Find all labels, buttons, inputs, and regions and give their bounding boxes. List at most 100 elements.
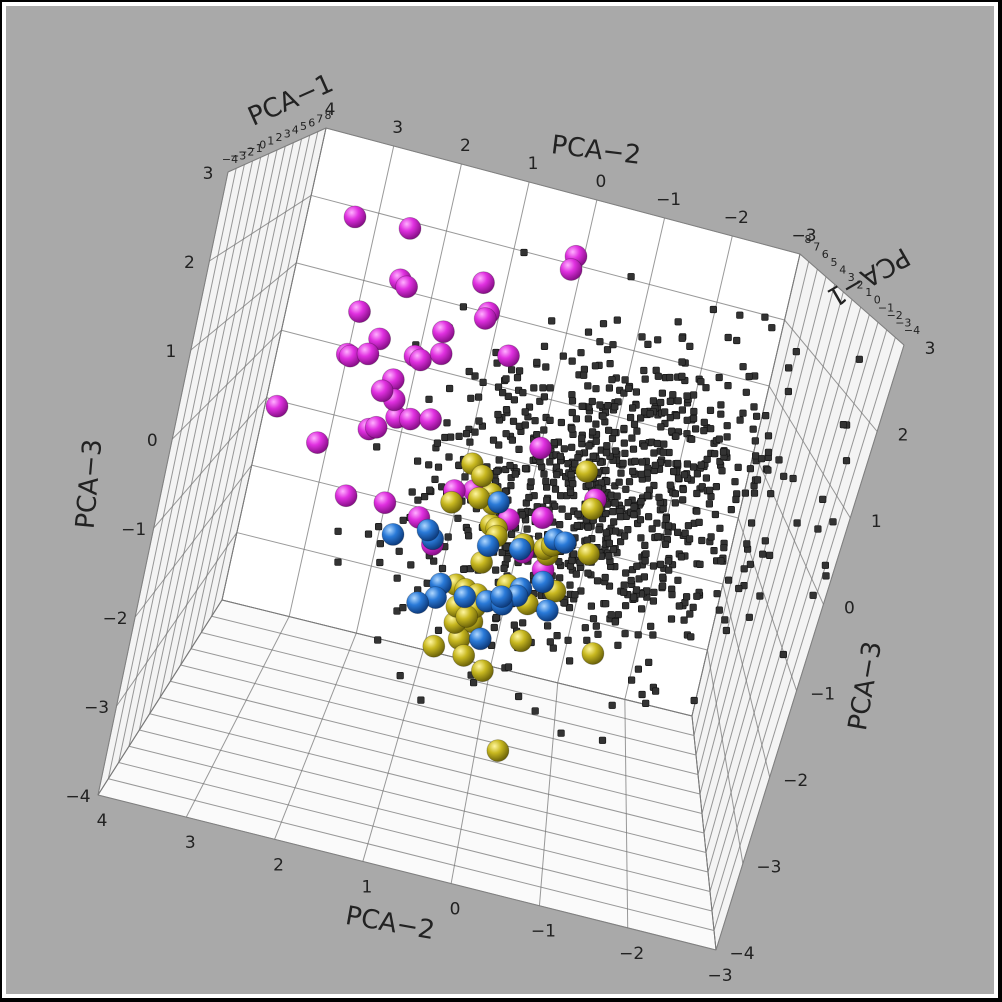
- data-point: [577, 542, 601, 566]
- tick-label-pca1-left: 1: [267, 135, 274, 148]
- data-point: [678, 358, 686, 366]
- tick-label-pca3-left: 2: [184, 253, 195, 273]
- data-point: [589, 615, 598, 623]
- data-point: [508, 436, 517, 444]
- tick-label-pca2-top: 4: [325, 100, 336, 120]
- data-point: [611, 499, 619, 507]
- data-point: [630, 511, 638, 519]
- tick-label-pca1-right: −4: [904, 324, 920, 337]
- data-point: [654, 533, 662, 541]
- data-point: [373, 491, 397, 515]
- data-point: [431, 475, 439, 484]
- data-point: [580, 497, 604, 521]
- data-point: [498, 548, 506, 557]
- data-point: [471, 372, 479, 380]
- gridline: [311, 194, 785, 321]
- data-point: [640, 366, 648, 375]
- data-point: [619, 459, 627, 468]
- data-point: [675, 602, 683, 610]
- data-point: [641, 557, 649, 565]
- data-point: [633, 427, 641, 435]
- data-point: [584, 382, 592, 390]
- gridline: [149, 713, 707, 853]
- gridline: [200, 135, 311, 633]
- tick-label-pca2-bottom: 1: [361, 877, 372, 897]
- data-point: [568, 425, 576, 433]
- data-point: [531, 506, 554, 530]
- tick-label-pca1-right: −3: [895, 316, 911, 329]
- data-point: [718, 467, 726, 475]
- data-point: [564, 512, 572, 521]
- data-point: [606, 359, 614, 368]
- data-point: [546, 384, 554, 392]
- data-point: [571, 591, 579, 599]
- data-point: [416, 518, 440, 542]
- data-point: [466, 438, 474, 446]
- data-point: [575, 460, 599, 483]
- data-point: [470, 464, 494, 488]
- data-point: [674, 576, 682, 584]
- data-point: [693, 489, 701, 498]
- gridline: [211, 131, 319, 617]
- data-point: [641, 541, 649, 549]
- tick-label-pca3-left: −3: [84, 698, 109, 718]
- data-point: [716, 524, 724, 532]
- data-point: [627, 676, 636, 684]
- data-point: [667, 615, 676, 623]
- data-point: [479, 378, 487, 387]
- data-point: [511, 470, 519, 478]
- data-point: [624, 498, 632, 507]
- gridline: [557, 217, 666, 683]
- data-point: [603, 346, 612, 354]
- data-point: [608, 376, 616, 384]
- data-point: [364, 415, 388, 439]
- data-point: [644, 340, 652, 349]
- data-point: [638, 458, 646, 466]
- data-point: [473, 307, 497, 330]
- data-point: [494, 410, 502, 419]
- data-point: [514, 692, 523, 701]
- tick-label-pca1-right: 1: [865, 286, 872, 299]
- data-point: [706, 406, 715, 415]
- data-point: [589, 452, 597, 461]
- data-point: [556, 520, 564, 529]
- data-point: [750, 489, 759, 497]
- tick-label-pca3-left: −4: [65, 787, 90, 807]
- data-point: [829, 518, 837, 526]
- data-point: [413, 457, 422, 465]
- data-point: [611, 527, 620, 535]
- data-point: [556, 574, 564, 582]
- data-point: [468, 627, 492, 651]
- data-point: [494, 383, 503, 391]
- scatter3d-chart[interactable]: 4433221100−1−1−2−2−3−333221100−1−1−2−2−3…: [6, 6, 994, 994]
- data-point: [453, 585, 477, 609]
- data-point: [740, 565, 748, 573]
- tick-label-pca2-top: −3: [791, 226, 816, 246]
- plot-area: 4 4 3 3 2 2 1 1 0 0 −1 −1 −2 −2 −3 −3 3 3 2 2 1 1 0 0 −1 −1 −2 −2 −3…: [6, 6, 994, 994]
- data-point: [521, 408, 529, 416]
- data-point: [715, 373, 723, 382]
- data-point: [568, 443, 576, 451]
- data-point: [654, 372, 662, 380]
- data-point: [703, 455, 711, 463]
- data-point: [443, 419, 451, 427]
- data-point: [470, 659, 494, 683]
- data-point: [509, 417, 518, 425]
- data-point: [745, 372, 753, 381]
- data-point: [348, 300, 371, 324]
- data-point: [584, 328, 593, 336]
- data-point: [723, 433, 731, 441]
- data-point: [674, 318, 682, 326]
- data-point: [761, 313, 769, 321]
- data-point: [644, 513, 653, 521]
- data-point: [574, 510, 582, 518]
- data-point: [693, 592, 701, 600]
- data-point: [565, 657, 574, 665]
- data-point: [595, 526, 603, 534]
- data-point: [793, 519, 801, 527]
- tick-label-pca3-right: 1: [871, 512, 882, 532]
- tick-label-pca2-bottom: −2: [619, 944, 644, 964]
- data-point: [620, 424, 628, 433]
- gridline: [97, 794, 717, 951]
